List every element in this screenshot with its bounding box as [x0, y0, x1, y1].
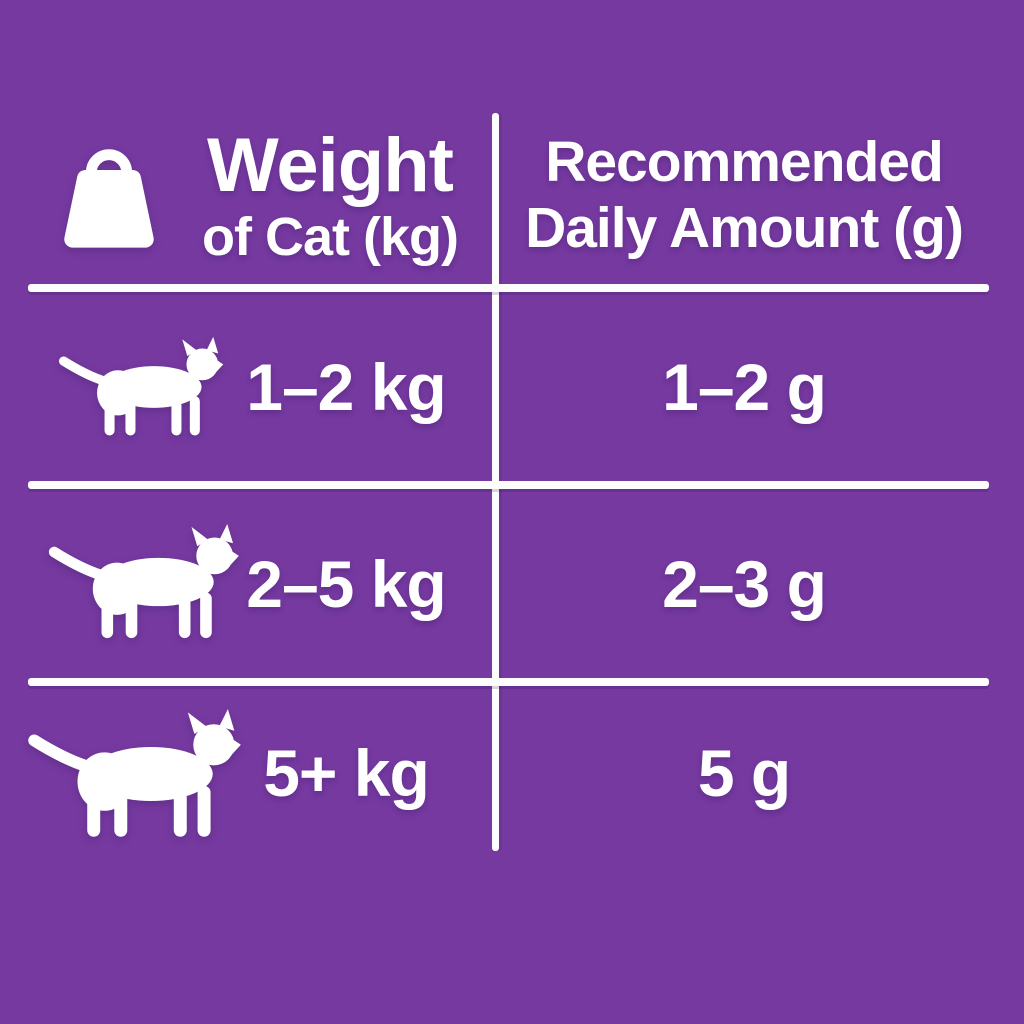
table-row: 5+ kg 5 g [0, 686, 1024, 860]
header-amount-line1: Recommended [545, 130, 944, 195]
header-weight-column: Weight of Cat (kg) [28, 108, 492, 284]
weight-bag-icon [64, 149, 154, 248]
weight-value: 5+ kg [263, 736, 430, 810]
amount-value: 1–2 g [662, 349, 827, 424]
amount-value: 2–3 g [662, 546, 827, 621]
header-amount-column: Recommended Daily Amount (g) [499, 108, 989, 284]
header-weight-title: Weight [207, 123, 454, 208]
row-divider-header [28, 284, 989, 292]
header-amount-line2: Daily Amount (g) [525, 196, 964, 260]
weight-value: 1–2 kg [246, 349, 446, 424]
row-divider-2 [28, 678, 989, 686]
row-divider-1 [28, 481, 989, 489]
table-row: 1–2 kg 1–2 g [0, 292, 1024, 481]
weight-value: 2–5 kg [246, 546, 446, 621]
header-weight-subtitle: of Cat (kg) [202, 207, 459, 267]
table-row: 2–5 kg 2–3 g [0, 489, 1024, 678]
amount-value: 5 g [697, 736, 791, 810]
